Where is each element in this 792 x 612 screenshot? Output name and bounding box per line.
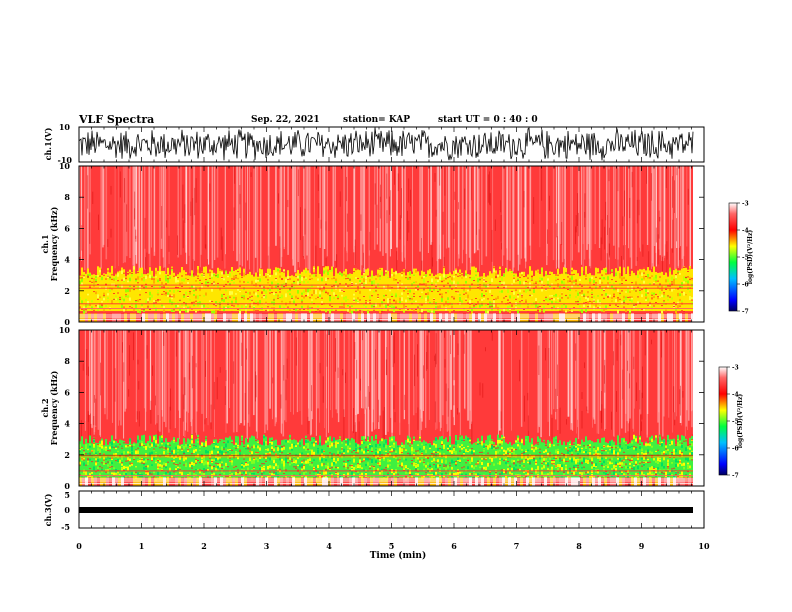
ch1-ytick-bottom: -10 <box>58 155 73 165</box>
ch2-colorbar-label: log(PSD)(V²/Hz) <box>737 394 744 449</box>
ch2-channel-label: ch.2 <box>40 398 50 417</box>
colorbar-tick-label: -3 <box>732 365 739 372</box>
ch3-waveform-trace <box>79 507 693 513</box>
ytick-label: 10 <box>59 325 71 335</box>
ch3-ytick--5: -5 <box>61 522 70 532</box>
date-label: Sep. 22, 2021 <box>251 115 320 125</box>
xtick-label: 0 <box>76 541 82 551</box>
start-time-label: start UT = 0 : 40 : 0 <box>438 115 538 125</box>
ytick-label: 0 <box>64 317 70 327</box>
ch2-freq-label: Frequency (kHz) <box>49 370 59 445</box>
ch1-waveform-panel: 10 -10 ch.1(V) <box>43 122 705 165</box>
ch1-channel-label: ch.1 <box>40 234 50 253</box>
ytick-label: 8 <box>64 356 70 366</box>
colorbar-tick-label: -6 <box>732 446 739 453</box>
station-label: station= KAP <box>343 115 411 125</box>
ytick-label: 0 <box>64 481 70 491</box>
ch3-ytick-5: 5 <box>64 490 70 500</box>
xtick-label: 6 <box>451 541 457 551</box>
ch1-ytick-top: 10 <box>59 122 71 132</box>
colorbar-tick-label: -6 <box>742 282 749 289</box>
ch3-ytick-0: 0 <box>64 505 70 515</box>
x-axis-label: Time (min) <box>370 550 427 561</box>
ytick-label: 10 <box>59 161 71 171</box>
ch2-colorbar <box>718 366 728 476</box>
ch1-waveform-trace <box>78 127 694 161</box>
colorbar-tick-label: -4 <box>742 228 749 235</box>
ytick-label: 6 <box>64 387 70 397</box>
xtick-label: 9 <box>639 541 645 551</box>
xtick-label: 1 <box>139 541 145 551</box>
xtick-label: 5 <box>389 541 395 551</box>
ytick-label: 6 <box>64 223 70 233</box>
ch1-freq-label: Frequency (kHz) <box>49 206 59 281</box>
ch3-waveform-panel: 5 0 -5 ch.3(V) 0 1 2 3 4 5 6 7 8 9 10 Time (min) <box>43 127 710 561</box>
xtick-label: 2 <box>201 541 207 551</box>
ytick-label: 2 <box>64 286 70 296</box>
ch1-colorbar-label: log(PSD)(V²/Hz) <box>747 230 754 285</box>
ytick-label: 4 <box>64 255 70 265</box>
colorbar-tick-label: -3 <box>742 201 749 208</box>
ch1-ylabel: ch.1(V) <box>43 127 53 160</box>
ytick-label: 4 <box>64 419 70 429</box>
colorbar-tick-label: -5 <box>742 255 749 262</box>
xtick-label: 10 <box>698 541 710 551</box>
colorbar-tick-label: -7 <box>742 309 749 316</box>
xtick-label: 7 <box>514 541 520 551</box>
chart-title: VLF Spectra <box>79 113 155 126</box>
xtick-label: 4 <box>326 541 332 551</box>
ytick-label: 2 <box>64 450 70 460</box>
ch1-spectrogram-layer <box>79 166 704 322</box>
ch3-ylabel: ch.3(V) <box>43 493 53 526</box>
colorbar-tick-label: -5 <box>732 419 739 426</box>
colorbar-tick-label: -4 <box>732 392 739 399</box>
xtick-label: 3 <box>264 541 270 551</box>
ytick-label: 8 <box>64 192 70 202</box>
ch1-colorbar <box>728 202 738 312</box>
colorbar-tick-label: -7 <box>732 473 739 480</box>
ch2-spectrogram-layer <box>79 330 704 486</box>
xtick-label: 8 <box>576 541 582 551</box>
